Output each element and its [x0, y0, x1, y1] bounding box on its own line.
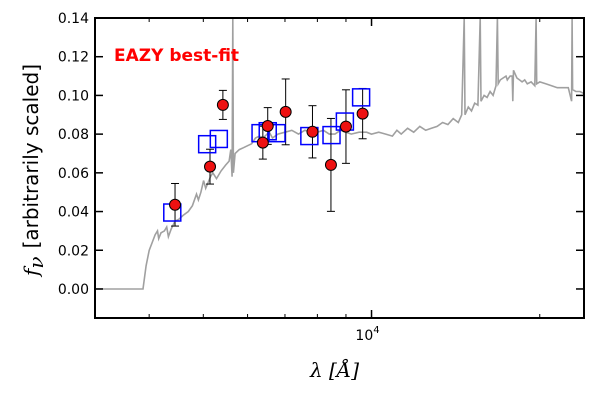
y-axis-title: fν[arbitrarily scaled] [19, 64, 48, 278]
y-tick-label: 0.00 [58, 282, 89, 298]
template-spectrum-layer [95, 18, 584, 290]
observed-photometry-point [216, 98, 229, 111]
observed-photometry-point [356, 107, 369, 120]
observed-photometry-layer [169, 98, 369, 211]
y-tick-label: 0.08 [58, 127, 89, 143]
observed-photometry-point [261, 120, 274, 132]
axis-ticks: 0.00 0.02 0.04 0.06 0.08 0.10 0.12 0.14 104 [58, 11, 584, 344]
plot-frame [94, 17, 585, 319]
y-tick-label: 0.10 [58, 88, 89, 104]
observed-photometry-point [324, 158, 337, 171]
y-tick-label: 0.06 [58, 166, 89, 182]
model-photometry-square [322, 125, 341, 145]
model-photometry-layer [163, 88, 371, 222]
template-spectrum-line [95, 18, 584, 290]
model-photometry-square [351, 88, 371, 107]
x-axis-title: λ [Å] [309, 357, 359, 382]
x-tick-label: 104 [355, 325, 379, 344]
y-tick-label: 0.12 [58, 50, 89, 66]
observed-photometry-point [256, 136, 269, 149]
observed-photometry-point [306, 125, 319, 138]
model-photometry-square [209, 129, 229, 149]
y-tick-label: 0.14 [58, 11, 89, 27]
y-axis-title-subscript: ν [24, 256, 48, 268]
model-photometry-square [197, 134, 217, 154]
y-axis-title-text: fν[arbitrarily scaled] [19, 64, 48, 278]
y-tick-label: 0.02 [58, 243, 89, 259]
y-axis-title-label: [arbitrarily scaled] [19, 64, 43, 248]
observed-photometry-point [169, 198, 182, 211]
model-photometry-square [267, 123, 286, 143]
annotation-label: EAZY best-fit [114, 46, 239, 66]
observed-photometry-point [339, 120, 352, 133]
observed-photometry-point [279, 105, 292, 118]
x-tick-label-exponent: 4 [373, 325, 379, 336]
observed-photometry-point [204, 160, 217, 173]
y-tick-label: 0.04 [58, 205, 89, 221]
